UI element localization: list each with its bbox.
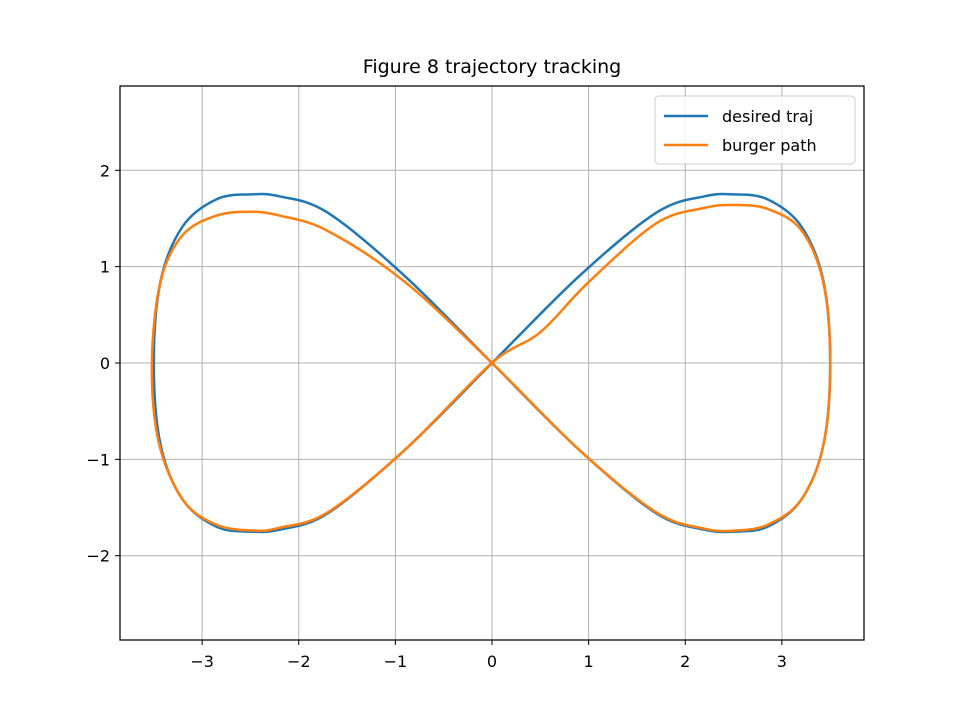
y-tick-label: −2 — [86, 547, 110, 566]
chart-title: Figure 8 trajectory tracking — [363, 56, 621, 78]
x-tick-label: −3 — [190, 652, 214, 671]
x-tick-label: 1 — [584, 652, 594, 671]
y-tick-label: 0 — [100, 354, 110, 373]
legend-label-desired-traj: desired traj — [722, 107, 813, 126]
y-tick-label: −1 — [86, 450, 110, 469]
legend-label-burger-path: burger path — [722, 136, 817, 155]
y-tick-label: 2 — [100, 161, 110, 180]
x-tick-label: −2 — [287, 652, 311, 671]
x-tick-label: −1 — [384, 652, 408, 671]
y-axis-ticks: −2 −1 0 1 2 — [86, 161, 120, 566]
x-tick-label: 3 — [777, 652, 787, 671]
series-line-burger-path — [150, 203, 832, 533]
x-axis-ticks: −3 −2 −1 0 1 2 3 — [190, 640, 787, 671]
legend-box — [654, 95, 856, 165]
series-lines — [150, 192, 832, 534]
x-tick-label: 0 — [487, 652, 497, 671]
legend: desired traj burger path — [654, 95, 856, 165]
x-tick-label: 2 — [680, 652, 690, 671]
y-tick-label: 1 — [100, 258, 110, 277]
